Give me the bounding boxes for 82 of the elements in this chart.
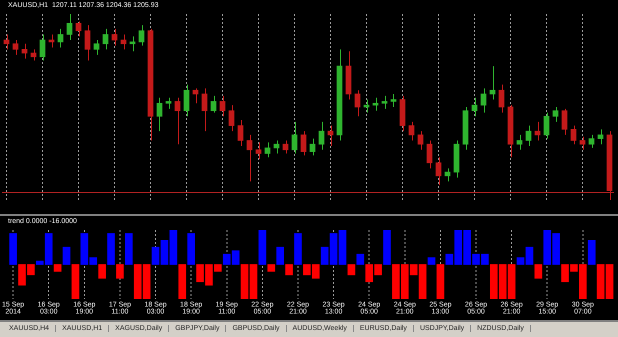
candlestick — [4, 34, 10, 50]
candlestick — [112, 28, 118, 46]
candlestick — [166, 97, 172, 110]
candlestick — [436, 156, 442, 186]
candlestick — [282, 140, 288, 154]
bar — [588, 240, 596, 265]
bar — [383, 230, 391, 265]
candlestick — [228, 104, 234, 132]
candlestick — [498, 84, 504, 114]
candlestick — [490, 66, 496, 100]
candlestick — [570, 125, 576, 145]
candlestick — [120, 34, 126, 50]
bar — [9, 233, 17, 265]
candlestick — [472, 97, 478, 117]
bar — [428, 257, 436, 265]
candlestick — [354, 90, 360, 117]
bar — [348, 264, 356, 276]
bar — [178, 264, 186, 299]
bar — [294, 233, 302, 265]
candlestick — [588, 134, 594, 148]
candlestick — [544, 112, 550, 140]
bar — [258, 230, 266, 265]
candlestick — [246, 134, 252, 182]
candlestick — [300, 130, 306, 156]
bar — [534, 264, 542, 279]
candlestick — [274, 140, 280, 154]
candlestick — [552, 106, 558, 122]
candlestick — [30, 48, 36, 61]
candlestick — [310, 138, 316, 156]
bar — [285, 264, 293, 276]
candlestick — [94, 40, 100, 56]
candlestick — [562, 108, 568, 136]
candlestick — [48, 34, 54, 48]
candlestick — [66, 14, 72, 41]
candlestick — [130, 36, 136, 52]
bar — [436, 264, 444, 299]
candlestick — [328, 125, 334, 147]
candlestick — [220, 95, 226, 117]
bar — [62, 246, 70, 265]
candlestick — [292, 121, 298, 154]
candlestick — [58, 28, 64, 48]
candlestick — [174, 97, 180, 145]
bar — [356, 254, 364, 265]
candlestick — [364, 99, 370, 114]
candlestick — [156, 97, 162, 132]
candlestick — [256, 142, 262, 160]
bar — [107, 233, 115, 265]
candlestick — [264, 142, 270, 158]
candlestick — [192, 88, 198, 104]
candlestick — [598, 128, 604, 145]
candlestick — [210, 95, 216, 114]
candlestick — [12, 40, 18, 56]
bar — [116, 264, 124, 279]
candlestick — [444, 168, 450, 182]
candlestick — [138, 24, 144, 46]
candlestick — [526, 125, 532, 147]
bar — [187, 233, 195, 265]
candlestick — [534, 121, 540, 141]
bar — [276, 246, 284, 265]
candlestick — [184, 84, 190, 117]
bar — [125, 233, 133, 265]
bar — [98, 264, 106, 279]
candlestick — [426, 140, 432, 169]
bar — [267, 264, 276, 272]
bar — [72, 264, 80, 299]
candlestick — [84, 24, 90, 61]
candlestick — [318, 121, 324, 150]
candlestick — [480, 88, 486, 114]
candlestick — [382, 95, 388, 110]
bar — [54, 264, 62, 272]
candlestick — [40, 34, 46, 61]
candlestick — [202, 88, 208, 132]
candlestick — [390, 93, 396, 108]
candlestick — [76, 20, 82, 37]
candlestick — [22, 43, 28, 60]
candlestick — [408, 121, 414, 141]
candlestick — [102, 28, 108, 50]
candlestick — [372, 97, 378, 112]
candlestick — [580, 136, 586, 150]
candlestick — [516, 134, 522, 150]
candlestick — [238, 120, 244, 147]
candlestick — [418, 130, 424, 150]
